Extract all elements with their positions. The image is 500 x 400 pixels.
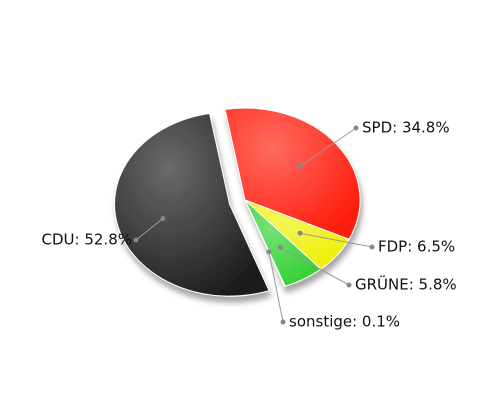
slice-shine — [114, 113, 270, 297]
slice-label: CDU: 52.8% — [42, 231, 132, 249]
slice-label: FDP: 6.5% — [378, 238, 455, 256]
leader-dot — [297, 230, 303, 236]
leader-dot — [266, 249, 272, 255]
labels: SPD: 34.8% FDP: 6.5% GRÜNE: 5.8% sonstige: … — [42, 119, 457, 331]
leader-dot — [277, 244, 283, 250]
leader-line — [135, 218, 164, 241]
slice-shine — [225, 108, 360, 240]
pie — [114, 107, 361, 297]
leader-line — [300, 232, 373, 248]
slice-shine — [245, 200, 349, 270]
leader-dot — [346, 282, 352, 288]
leader-dot — [297, 164, 303, 170]
leader-dot — [353, 125, 359, 131]
leader-line — [280, 246, 350, 286]
slice-label: sonstige: 0.1% — [289, 313, 400, 331]
leader-dot — [280, 319, 286, 325]
leader-line — [268, 251, 284, 323]
slice-label: GRÜNE: 5.8% — [355, 275, 457, 294]
slice-shine — [245, 200, 321, 287]
slice-shine — [245, 200, 286, 287]
leader-dot — [369, 244, 375, 250]
leader-dot — [133, 237, 139, 243]
leader-line — [299, 127, 357, 167]
leader-dot — [160, 215, 166, 221]
slice-label: SPD: 34.8% — [362, 119, 450, 137]
